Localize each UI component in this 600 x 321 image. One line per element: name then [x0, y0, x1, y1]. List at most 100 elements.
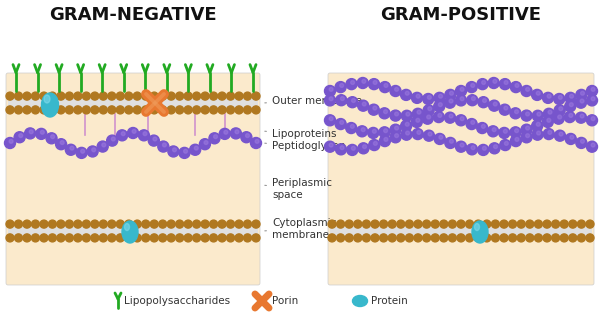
Circle shape	[328, 220, 336, 228]
Circle shape	[150, 234, 158, 242]
Circle shape	[346, 123, 357, 134]
Circle shape	[383, 129, 388, 133]
Circle shape	[521, 132, 532, 143]
Circle shape	[9, 139, 13, 143]
Circle shape	[471, 83, 475, 87]
Circle shape	[173, 148, 176, 152]
Circle shape	[81, 149, 85, 153]
Circle shape	[395, 112, 398, 116]
Circle shape	[499, 127, 510, 138]
Circle shape	[417, 110, 421, 114]
Circle shape	[466, 144, 478, 155]
Circle shape	[6, 234, 14, 242]
Circle shape	[128, 127, 139, 138]
Circle shape	[423, 105, 434, 116]
Circle shape	[167, 220, 175, 228]
Circle shape	[193, 92, 200, 100]
Circle shape	[406, 234, 413, 242]
Circle shape	[91, 106, 99, 114]
Circle shape	[547, 118, 551, 122]
Circle shape	[532, 110, 543, 121]
Circle shape	[102, 143, 106, 147]
Circle shape	[551, 220, 560, 228]
Circle shape	[352, 99, 355, 102]
Circle shape	[354, 234, 362, 242]
Circle shape	[569, 114, 573, 117]
Circle shape	[116, 106, 124, 114]
Circle shape	[455, 85, 467, 97]
Circle shape	[347, 144, 358, 155]
Circle shape	[23, 106, 31, 114]
Circle shape	[87, 146, 98, 157]
Circle shape	[235, 220, 243, 228]
Circle shape	[40, 130, 44, 134]
Circle shape	[373, 129, 376, 133]
Circle shape	[357, 77, 368, 89]
Circle shape	[504, 106, 508, 110]
Circle shape	[142, 106, 150, 114]
Circle shape	[193, 220, 200, 228]
Circle shape	[368, 104, 379, 115]
Circle shape	[190, 144, 200, 155]
Circle shape	[535, 234, 542, 242]
Circle shape	[543, 129, 554, 140]
Circle shape	[587, 115, 598, 126]
Circle shape	[100, 106, 107, 114]
Circle shape	[125, 234, 133, 242]
Circle shape	[358, 143, 369, 154]
Circle shape	[536, 122, 540, 126]
Circle shape	[448, 234, 457, 242]
Circle shape	[153, 137, 157, 141]
Circle shape	[65, 106, 73, 114]
Circle shape	[340, 120, 344, 124]
Circle shape	[14, 132, 25, 143]
Circle shape	[515, 137, 519, 141]
Circle shape	[362, 79, 366, 83]
Circle shape	[526, 126, 530, 130]
Circle shape	[445, 89, 456, 100]
Text: GRAM-NEGATIVE: GRAM-NEGATIVE	[49, 6, 217, 24]
Circle shape	[488, 126, 499, 137]
Circle shape	[46, 133, 57, 144]
Circle shape	[551, 234, 560, 242]
Circle shape	[167, 106, 175, 114]
Circle shape	[553, 113, 564, 124]
Circle shape	[358, 100, 368, 111]
Circle shape	[340, 146, 344, 150]
Circle shape	[65, 220, 73, 228]
Circle shape	[362, 220, 370, 228]
Circle shape	[329, 143, 333, 147]
Circle shape	[65, 92, 73, 100]
Circle shape	[148, 135, 160, 146]
Circle shape	[235, 106, 243, 114]
Circle shape	[576, 90, 587, 100]
Circle shape	[414, 234, 422, 242]
Circle shape	[121, 132, 125, 135]
Text: Peptidoglycan: Peptidoglycan	[265, 141, 346, 151]
Text: GRAM-POSITIVE: GRAM-POSITIVE	[380, 6, 542, 24]
Circle shape	[517, 220, 525, 228]
Circle shape	[482, 99, 487, 102]
Circle shape	[179, 147, 190, 158]
Circle shape	[489, 143, 500, 154]
Circle shape	[6, 92, 14, 100]
Circle shape	[150, 106, 158, 114]
Circle shape	[422, 220, 431, 228]
Circle shape	[575, 97, 586, 108]
Circle shape	[74, 106, 82, 114]
Circle shape	[526, 87, 530, 91]
Circle shape	[100, 234, 107, 242]
Circle shape	[554, 105, 565, 116]
Circle shape	[100, 220, 107, 228]
Circle shape	[569, 220, 577, 228]
Circle shape	[184, 234, 192, 242]
Circle shape	[368, 79, 379, 90]
Circle shape	[23, 234, 31, 242]
Circle shape	[536, 131, 541, 135]
Circle shape	[218, 220, 226, 228]
Circle shape	[424, 130, 434, 141]
Circle shape	[449, 99, 453, 103]
Circle shape	[457, 220, 465, 228]
Circle shape	[577, 220, 586, 228]
Circle shape	[564, 112, 575, 123]
